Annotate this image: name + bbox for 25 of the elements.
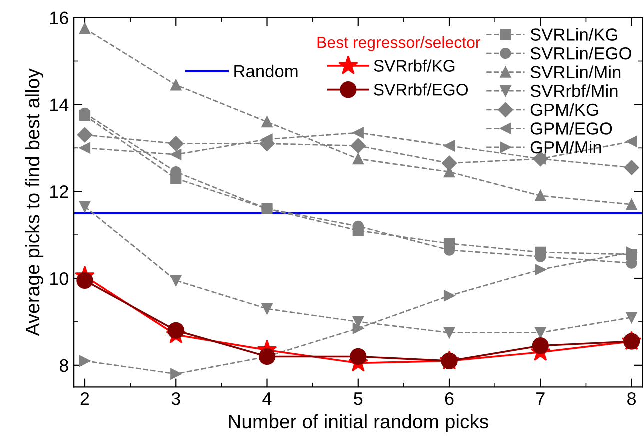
legend-label: SVRrbf/KG bbox=[374, 60, 455, 72]
legend-label: Random bbox=[234, 64, 298, 78]
legend-label: GPM/Min bbox=[530, 140, 602, 154]
legend-title: Best regressor/selector bbox=[318, 36, 480, 52]
x-tick-label: 6 bbox=[445, 392, 454, 406]
y-tick-label: 16 bbox=[50, 12, 68, 25]
x-tick-label: 8 bbox=[628, 392, 636, 406]
legend-label: GPM/KG bbox=[530, 103, 598, 116]
legend-label: SVRLin/Min bbox=[530, 66, 621, 79]
x-axis-title: Number of initial random picks bbox=[229, 414, 488, 433]
x-tick-label: 7 bbox=[536, 392, 545, 406]
y-tick-label: 10 bbox=[50, 272, 68, 286]
y-axis-title: Average picks to find best alloy bbox=[25, 68, 44, 336]
legend-label: SVRrbf/Min bbox=[530, 84, 618, 98]
y-tick-label: 8 bbox=[60, 359, 68, 372]
legend-label: SVRLin/EGO bbox=[530, 47, 632, 60]
y-tick-label: 14 bbox=[50, 98, 69, 112]
y-tick-label: 12 bbox=[50, 186, 68, 198]
legend-label: SVRLin/KG bbox=[530, 28, 618, 41]
x-tick-label: 2 bbox=[80, 392, 90, 406]
x-tick-label: 5 bbox=[354, 392, 363, 406]
legend-label: GPM/EGO bbox=[530, 122, 612, 135]
x-tick-label: 4 bbox=[262, 392, 272, 406]
x-tick-label: 3 bbox=[172, 392, 180, 406]
legend-label: SVRrbf/EGO bbox=[374, 84, 468, 96]
